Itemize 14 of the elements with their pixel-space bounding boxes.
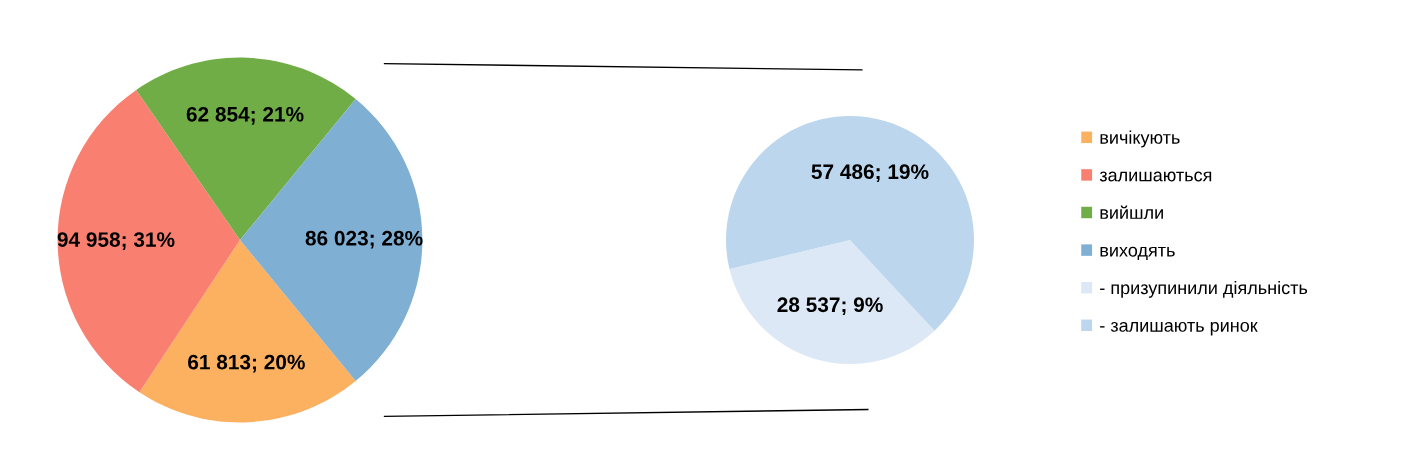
legend-label: залишаються bbox=[1099, 171, 1212, 182]
data-label: 94 958; 31% bbox=[57, 232, 175, 250]
pie-slice bbox=[729, 240, 935, 364]
legend-label: вийшли bbox=[1100, 205, 1163, 220]
legend-label: вичікують bbox=[1100, 130, 1180, 148]
data-label: 62 854; 21% bbox=[186, 106, 304, 125]
pie-slice bbox=[726, 116, 974, 331]
legend-label: - призупинили діяльність bbox=[1100, 280, 1308, 298]
data-label: 61 813; 20% bbox=[188, 354, 305, 373]
data-label: 57 486; 19% bbox=[811, 164, 929, 183]
data-label: 86 023; 28% bbox=[305, 230, 423, 249]
legend-label: виходять bbox=[1100, 246, 1175, 261]
legend-label: - залишають ринок bbox=[1100, 321, 1258, 336]
data-label: 28 537; 9% bbox=[777, 297, 883, 316]
